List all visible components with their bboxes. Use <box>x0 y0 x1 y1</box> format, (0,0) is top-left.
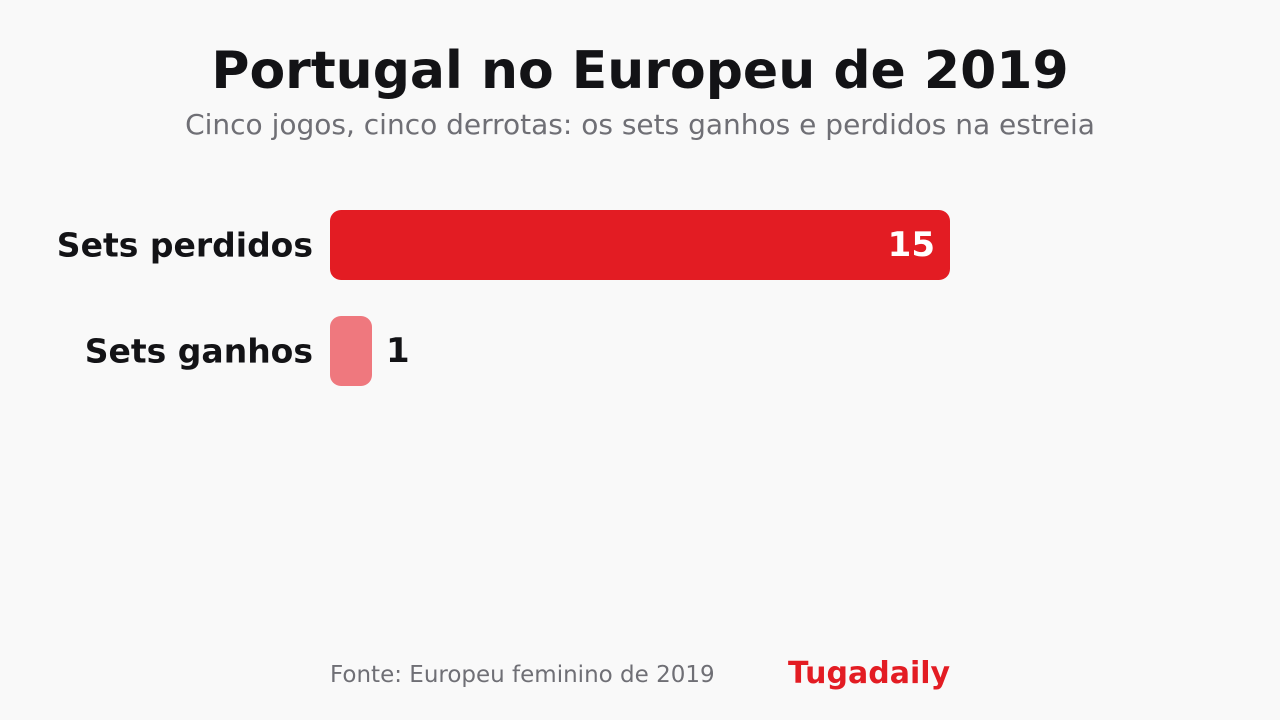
category-label: Sets perdidos <box>57 226 313 265</box>
chart-title: Portugal no Europeu de 2019 <box>211 41 1069 101</box>
value-label: 15 <box>888 225 935 265</box>
brand-logo: Tugadaily <box>788 656 951 691</box>
source-note: Fonte: Europeu feminino de 2019 <box>330 662 715 688</box>
value-label: 1 <box>386 331 410 371</box>
category-label: Sets ganhos <box>85 332 313 371</box>
bar <box>330 210 950 280</box>
chart-subtitle: Cinco jogos, cinco derrotas: os sets gan… <box>185 108 1095 141</box>
bar <box>330 316 372 386</box>
